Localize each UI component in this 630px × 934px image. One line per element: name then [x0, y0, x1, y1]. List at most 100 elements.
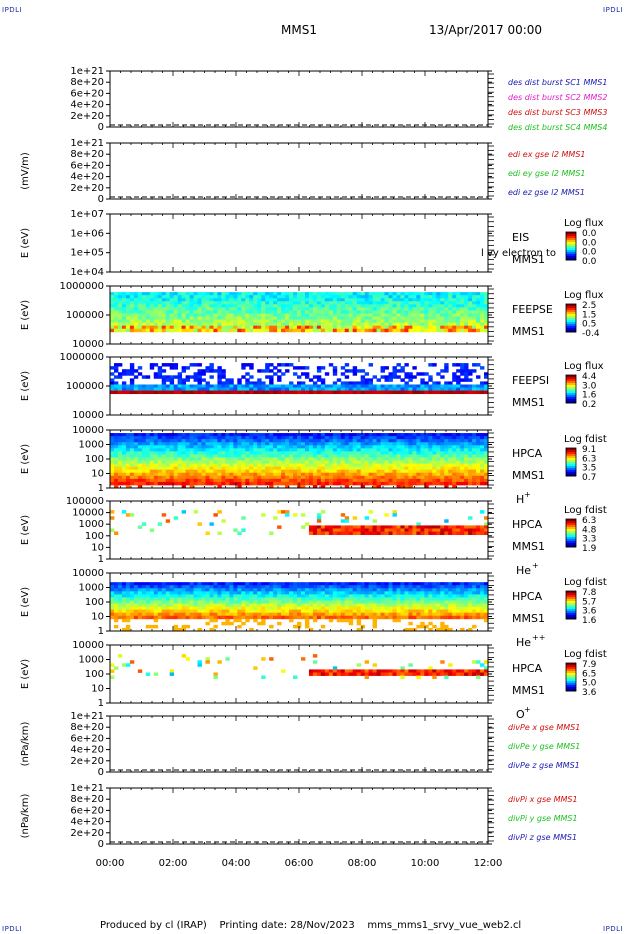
- hpca-h-cell: [448, 460, 453, 464]
- feepsi-cell: [456, 384, 461, 388]
- hpca-h-cell: [356, 439, 362, 443]
- hpca-h-cell: [261, 439, 266, 443]
- hpca-h-cell: [161, 463, 167, 468]
- feepse-cell: [440, 295, 445, 299]
- hpca-h-cell: [416, 445, 421, 449]
- feepsi-ytick-label: 100000: [66, 381, 104, 392]
- feepse-cell: [452, 304, 457, 308]
- hpca-he2-cell: [213, 609, 218, 614]
- hpca-h-cell: [364, 469, 370, 474]
- feepse-cell: [177, 328, 183, 333]
- feepsi-cell: [273, 387, 278, 391]
- hpca-h-cell: [440, 469, 445, 474]
- feepse-cell: [344, 304, 350, 308]
- feepse-cell: [205, 313, 210, 317]
- feepse-cell: [400, 295, 405, 299]
- feepsi-cell: [209, 363, 214, 367]
- feepse-cell: [205, 295, 210, 299]
- feepse-cell: [185, 328, 190, 333]
- feepsi-cell: [129, 369, 135, 373]
- hpca-he2-cell: [225, 591, 230, 595]
- hpca-h-cell: [157, 475, 163, 480]
- hpca-h-cell: [400, 475, 405, 480]
- feepsi-cell: [169, 390, 175, 395]
- hpca-he2-cell: [177, 600, 183, 604]
- feepse-cell: [336, 322, 342, 327]
- hpca-h-cell: [225, 445, 230, 449]
- feepse-cell: [137, 292, 143, 296]
- hpca-he2-cell: [205, 588, 210, 592]
- hpca-h-cell: [412, 442, 417, 446]
- hpca-he2-cell: [125, 606, 131, 611]
- hpca-he2-cell: [241, 612, 246, 617]
- hpca-he2-cell: [161, 606, 167, 611]
- hpca-he1-cell: [285, 510, 290, 514]
- hpca-h-cbar-cell: [566, 462, 576, 465]
- hpca-he1-cell: [420, 525, 425, 529]
- hpca-h-cell: [448, 433, 453, 437]
- hpca-h-cell: [304, 448, 310, 452]
- feepsi-cell: [340, 366, 346, 370]
- feepsi-cell: [241, 375, 246, 379]
- feepse-cell: [384, 292, 389, 296]
- hpca-h-cell: [360, 433, 366, 437]
- feepse-cbar-cell: [566, 330, 576, 333]
- hpca-h-cell: [464, 436, 469, 440]
- hpca-h-cell: [117, 439, 123, 443]
- feepse-cbar-title: Log flux: [564, 290, 604, 301]
- hpca-he2-cell: [209, 615, 214, 620]
- hpca-he2-cell: [161, 582, 167, 586]
- hpca-h-cell: [153, 439, 159, 443]
- feepse-cell: [404, 304, 409, 308]
- feepse-cell: [484, 304, 489, 308]
- feepse-cell: [241, 322, 246, 327]
- hpca-h-cell: [249, 472, 254, 477]
- hpca-he1-cell: [400, 528, 405, 532]
- hpca-h-cell: [312, 469, 318, 474]
- feepse-cell: [193, 328, 198, 333]
- feepse-cell: [356, 307, 362, 311]
- hpca-h-cell: [460, 466, 465, 471]
- feepse-cell: [205, 316, 210, 320]
- hpca-h-cell: [197, 472, 202, 477]
- feepse-cell: [480, 322, 485, 327]
- hpca-he2-cell: [201, 582, 206, 586]
- feepsi-cell: [113, 387, 119, 391]
- feepse-cell: [117, 325, 123, 330]
- hpca-h-cell: [225, 439, 230, 443]
- feepse-cell: [400, 322, 405, 327]
- hpca-he1-cell: [484, 516, 489, 520]
- hpca-he2-cell: [117, 588, 123, 592]
- feepse-cell: [161, 325, 167, 330]
- hpca-h-cell: [113, 442, 119, 446]
- hpca-h-cell: [117, 466, 123, 471]
- hpca-h-cell: [141, 454, 147, 458]
- hpca-he2-cell: [265, 600, 270, 604]
- hpca-h-cell: [384, 442, 389, 446]
- hpca-h-cell: [173, 451, 179, 455]
- hpca-he2-cell: [153, 615, 159, 620]
- hpca-h-cell: [229, 463, 234, 468]
- feepse-cell: [285, 298, 290, 302]
- hpca-h-cell: [137, 451, 143, 455]
- feepse-cell: [312, 295, 318, 299]
- hpca-h-cell: [121, 457, 127, 461]
- hpca-he2-cell: [237, 606, 242, 611]
- hpca-he2-cell: [237, 594, 242, 598]
- hpca-h-cell: [324, 478, 330, 483]
- feepse-cell: [432, 298, 437, 302]
- hpca-he2-cell: [201, 597, 206, 601]
- feepsi-cell: [157, 369, 163, 373]
- hpca-h-cell: [237, 439, 242, 443]
- feepsi-cell: [364, 378, 370, 382]
- feepse-cell: [424, 322, 429, 327]
- feepse-cell: [424, 295, 429, 299]
- feepse-cell: [285, 328, 290, 333]
- feepsi-cell: [308, 378, 314, 382]
- feepsi-cell: [237, 390, 242, 395]
- hpca-h-cell: [304, 442, 310, 446]
- hpca-he1-cell: [364, 528, 370, 532]
- feepse-cell: [376, 298, 381, 302]
- feepse-cell: [221, 310, 226, 314]
- hpca-h-cell: [205, 478, 210, 483]
